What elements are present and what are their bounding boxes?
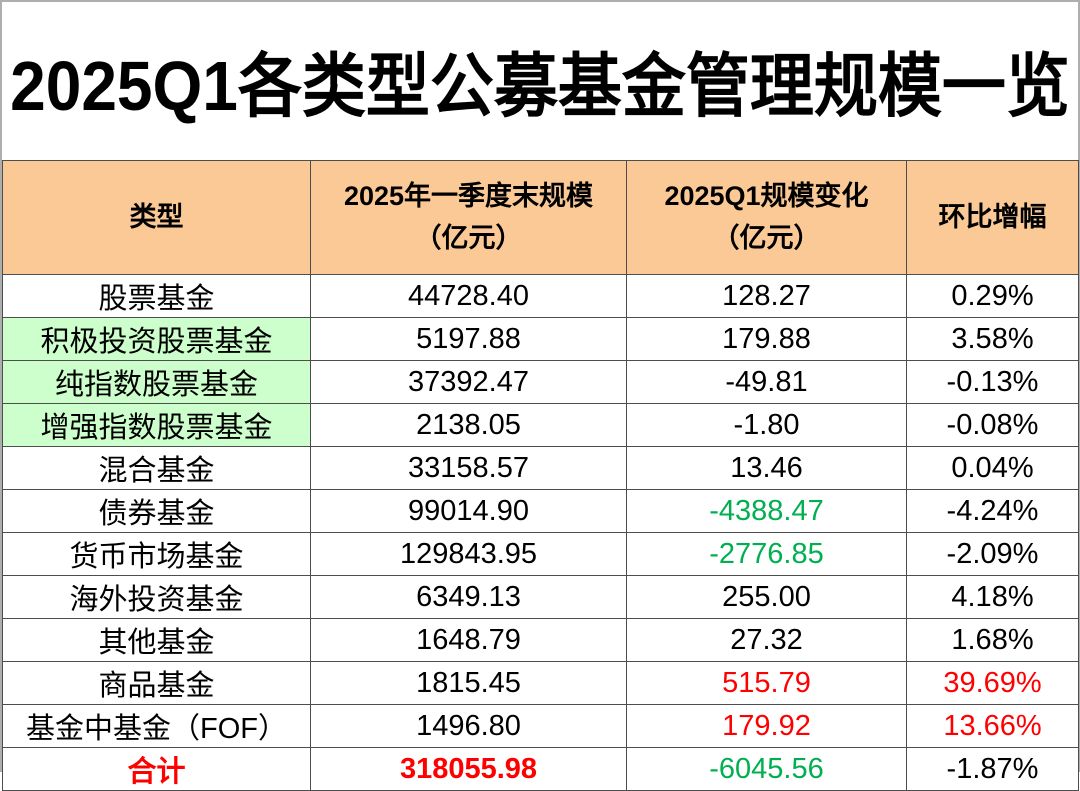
change-cell: 128.27 bbox=[626, 274, 907, 318]
header-row: 类型 2025年一季度末规模 （亿元） 2025Q1规模变化 （亿元） 环比增幅 bbox=[2, 160, 1079, 275]
pct-cell: 4.18% bbox=[906, 575, 1079, 619]
table-row: 海外投资基金 6349.13 255.00 4.18% bbox=[2, 575, 1079, 619]
scale-cell: 37392.47 bbox=[310, 360, 627, 404]
change-cell: 179.88 bbox=[626, 317, 907, 361]
pct-cell: -0.08% bbox=[906, 403, 1079, 447]
fund-type-cell: 增强指数股票基金 bbox=[2, 403, 311, 447]
scale-cell: 1815.45 bbox=[310, 661, 627, 705]
pct-cell: -4.24% bbox=[906, 489, 1079, 533]
scale-cell: 5197.88 bbox=[310, 317, 627, 361]
pct-cell: 0.29% bbox=[906, 274, 1079, 318]
fund-type-cell: 货币市场基金 bbox=[2, 532, 311, 576]
change-cell: -4388.47 bbox=[626, 489, 907, 533]
fund-type-cell: 纯指数股票基金 bbox=[2, 360, 311, 404]
scale-cell: 1496.80 bbox=[310, 704, 627, 748]
fund-type-cell: 商品基金 bbox=[2, 661, 311, 705]
table-row: 积极投资股票基金 5197.88 179.88 3.58% bbox=[2, 317, 1079, 361]
fund-type-cell: 海外投资基金 bbox=[2, 575, 311, 619]
table-row: 增强指数股票基金 2138.05 -1.80 -0.08% bbox=[2, 403, 1079, 447]
table-row-total: 合计 318055.98 -6045.56 -1.87% bbox=[2, 747, 1079, 791]
header-type: 类型 bbox=[2, 160, 311, 275]
pct-cell: -2.09% bbox=[906, 532, 1079, 576]
pct-cell: 0.04% bbox=[906, 446, 1079, 490]
change-cell: -2776.85 bbox=[626, 532, 907, 576]
change-cell: -6045.56 bbox=[626, 747, 907, 791]
change-cell: -1.80 bbox=[626, 403, 907, 447]
pct-cell: 39.69% bbox=[906, 661, 1079, 705]
fund-scale-table: 类型 2025年一季度末规模 （亿元） 2025Q1规模变化 （亿元） 环比增幅… bbox=[2, 160, 1079, 791]
pct-cell: 13.66% bbox=[906, 704, 1079, 748]
scale-cell: 44728.40 bbox=[310, 274, 627, 318]
fund-type-cell: 基金中基金（FOF） bbox=[2, 704, 311, 748]
header-scale: 2025年一季度末规模 （亿元） bbox=[310, 160, 627, 275]
change-cell: 515.79 bbox=[626, 661, 907, 705]
table-row: 其他基金 1648.79 27.32 1.68% bbox=[2, 618, 1079, 662]
table-row: 货币市场基金 129843.95 -2776.85 -2.09% bbox=[2, 532, 1079, 576]
scale-cell: 6349.13 bbox=[310, 575, 627, 619]
change-cell: 13.46 bbox=[626, 446, 907, 490]
title-bar: 2025Q1各类型公募基金管理规模一览 bbox=[2, 2, 1078, 160]
scale-cell: 1648.79 bbox=[310, 618, 627, 662]
page-title: 2025Q1各类型公募基金管理规模一览 bbox=[10, 47, 1070, 126]
change-cell: 179.92 bbox=[626, 704, 907, 748]
pct-cell: 3.58% bbox=[906, 317, 1079, 361]
table-row: 债券基金 99014.90 -4388.47 -4.24% bbox=[2, 489, 1079, 533]
fund-type-cell: 混合基金 bbox=[2, 446, 311, 490]
table-row: 股票基金 44728.40 128.27 0.29% bbox=[2, 274, 1079, 318]
scale-cell: 2138.05 bbox=[310, 403, 627, 447]
fund-type-cell: 积极投资股票基金 bbox=[2, 317, 311, 361]
scale-cell: 129843.95 bbox=[310, 532, 627, 576]
fund-type-cell: 合计 bbox=[2, 747, 311, 791]
scale-cell: 318055.98 bbox=[310, 747, 627, 791]
pct-cell: -1.87% bbox=[906, 747, 1079, 791]
change-cell: 27.32 bbox=[626, 618, 907, 662]
header-pct: 环比增幅 bbox=[906, 160, 1079, 275]
scale-cell: 33158.57 bbox=[310, 446, 627, 490]
table-row: 纯指数股票基金 37392.47 -49.81 -0.13% bbox=[2, 360, 1079, 404]
table-row: 基金中基金（FOF） 1496.80 179.92 13.66% bbox=[2, 704, 1079, 748]
change-cell: 255.00 bbox=[626, 575, 907, 619]
table-row: 商品基金 1815.45 515.79 39.69% bbox=[2, 661, 1079, 705]
fund-type-cell: 股票基金 bbox=[2, 274, 311, 318]
change-cell: -49.81 bbox=[626, 360, 907, 404]
header-change: 2025Q1规模变化 （亿元） bbox=[626, 160, 907, 275]
pct-cell: 1.68% bbox=[906, 618, 1079, 662]
table-row: 混合基金 33158.57 13.46 0.04% bbox=[2, 446, 1079, 490]
fund-type-cell: 其他基金 bbox=[2, 618, 311, 662]
fund-type-cell: 债券基金 bbox=[2, 489, 311, 533]
pct-cell: -0.13% bbox=[906, 360, 1079, 404]
scale-cell: 99014.90 bbox=[310, 489, 627, 533]
